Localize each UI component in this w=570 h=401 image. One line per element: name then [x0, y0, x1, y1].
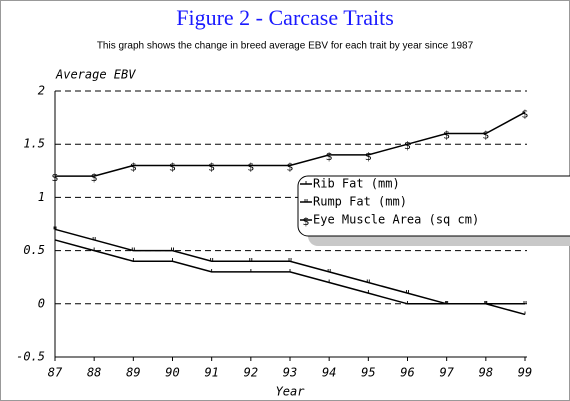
point-marker: $ — [404, 139, 411, 152]
point-marker: ' — [288, 267, 291, 280]
x-tick-label: 89 — [126, 366, 140, 380]
point-marker: ' — [171, 256, 174, 269]
chart-subtitle: This graph shows the change in breed ave… — [97, 41, 474, 52]
point-marker: ' — [367, 288, 370, 301]
point-marker: $ — [52, 171, 59, 184]
series-line — [54, 228, 525, 305]
point-marker: ' — [328, 278, 331, 291]
point-marker: $ — [287, 160, 294, 173]
legend-label: Rump Fat (mm) — [313, 195, 407, 209]
y-tick-label: 1.5 — [23, 137, 45, 151]
point-marker: ' — [406, 299, 409, 312]
point-marker: " — [170, 246, 175, 259]
x-axis-label: Year — [276, 385, 306, 399]
legend-marker: " — [303, 197, 308, 210]
plot: -0.5 0 0.5 1 1.5 2 87 88 89 90 91 92 93 94 95 96 97 98 99 '… — [16, 84, 532, 380]
point-marker: ' — [93, 246, 96, 259]
x-tick-label: 95 — [361, 366, 375, 380]
legend-box — [297, 175, 570, 237]
point-marker: " — [327, 267, 332, 280]
x-tick-label: 91 — [204, 366, 218, 380]
x-tick-label: 96 — [400, 366, 414, 380]
point-marker: $ — [365, 150, 372, 163]
legend-label: Rib Fat (mm) — [313, 177, 400, 191]
x-tick-label: 94 — [322, 366, 336, 380]
point-marker: $ — [522, 107, 529, 120]
point-marker: ' — [210, 267, 213, 280]
y-tick-label: 2 — [38, 84, 45, 98]
x-tick-label: 90 — [165, 366, 179, 380]
point-marker: " — [248, 256, 253, 269]
point-marker: $ — [247, 160, 254, 173]
point-marker: ' — [523, 309, 526, 322]
point-marker: ' — [249, 267, 252, 280]
y-tick-label: -0.5 — [16, 350, 45, 364]
point-marker: $ — [169, 160, 176, 173]
point-marker: " — [444, 299, 449, 312]
point-marker: " — [405, 288, 410, 301]
legend-marker: ' — [304, 179, 307, 192]
legend-label: Eye Muscle Area (sq cm) — [313, 213, 479, 227]
point-marker: $ — [443, 129, 450, 142]
x-tick-label: 92 — [244, 366, 258, 380]
point-marker: ' — [445, 299, 448, 312]
point-marker: $ — [91, 171, 98, 184]
x-tick-label: 99 — [518, 366, 532, 380]
x-tick-label: 88 — [87, 366, 101, 380]
x-tick-label: 98 — [479, 366, 493, 380]
chart-title: Figure 2 - Carcase Traits — [176, 5, 394, 30]
y-tick-label: 0.5 — [23, 243, 45, 257]
point-marker: $ — [326, 150, 333, 163]
y-axis-label: Average EBV — [55, 68, 136, 82]
point-marker: " — [52, 224, 57, 237]
legend-marker: $ — [303, 215, 310, 228]
x-tick-label: 93 — [283, 366, 297, 380]
legend: ' Rib Fat (mm) " Rump Fat (mm)$ Eye Muscle A… — [297, 175, 570, 246]
point-marker: ' — [132, 256, 135, 269]
point-marker: ' — [484, 299, 487, 312]
point-marker: " — [209, 256, 214, 269]
point-marker: " — [131, 246, 136, 259]
point-marker: $ — [482, 129, 489, 142]
point-marker: " — [483, 299, 488, 312]
y-tick-label: 0 — [38, 296, 45, 310]
point-marker: ' — [53, 235, 56, 248]
point-marker: $ — [208, 160, 215, 173]
x-tick-label: 87 — [48, 366, 63, 380]
point-marker: " — [366, 278, 371, 291]
point-marker: $ — [130, 160, 137, 173]
point-marker: " — [522, 299, 527, 312]
point-marker: " — [92, 235, 97, 248]
series-line — [55, 111, 526, 177]
y-tick-label: 1 — [38, 190, 45, 204]
x-tick-label: 97 — [439, 366, 454, 380]
point-marker: " — [287, 256, 292, 269]
